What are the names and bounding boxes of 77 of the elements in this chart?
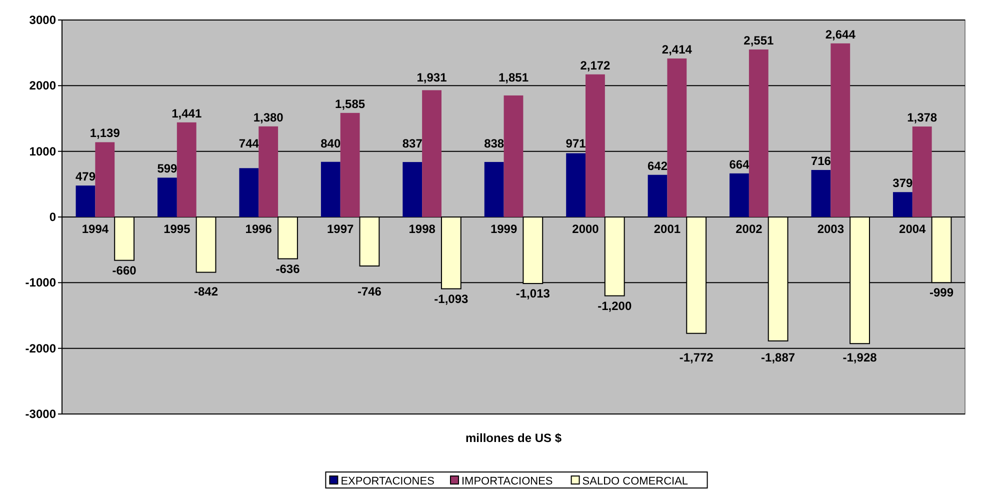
bar xyxy=(484,162,504,217)
data-label: 2,644 xyxy=(825,27,856,42)
bar xyxy=(912,126,932,217)
x-tick-label: 2004 xyxy=(899,222,926,236)
bar xyxy=(402,162,422,217)
y-tick-label: 2000 xyxy=(29,78,56,93)
bar xyxy=(340,112,360,217)
y-tick-label: 1000 xyxy=(29,144,56,158)
x-tick-label: 2001 xyxy=(654,222,681,236)
data-label: 1,378 xyxy=(907,110,938,125)
data-label: 2,551 xyxy=(744,33,774,48)
x-tick-label: 1995 xyxy=(164,222,191,236)
x-tick-label: 2000 xyxy=(572,222,600,236)
data-label: 664 xyxy=(729,157,750,172)
data-label: 840 xyxy=(320,136,341,150)
data-label: 971 xyxy=(566,136,586,150)
data-label: -746 xyxy=(357,284,382,299)
data-label: 1,851 xyxy=(498,70,529,85)
x-tick-label: 1994 xyxy=(82,222,109,236)
data-label: -1,928 xyxy=(842,350,878,364)
bar xyxy=(158,178,177,217)
bar xyxy=(648,174,668,217)
bar xyxy=(422,90,442,217)
x-tick-label: 1996 xyxy=(245,222,272,236)
data-label: 716 xyxy=(810,154,832,168)
legend-label: EXPORTACIONES xyxy=(340,476,434,488)
data-label: 744 xyxy=(238,136,260,150)
data-label: 642 xyxy=(648,158,668,173)
data-label: 1,585 xyxy=(335,96,366,111)
bar xyxy=(586,74,605,217)
bar xyxy=(830,43,850,217)
data-label: -1,093 xyxy=(434,292,469,306)
bar xyxy=(892,192,912,217)
data-label: 837 xyxy=(402,136,423,150)
bar xyxy=(258,126,278,217)
legend-label: SALDO COMERCIAL xyxy=(582,476,688,488)
bar xyxy=(320,162,340,217)
bar xyxy=(239,168,259,217)
legend-label: IMPORTACIONES xyxy=(462,476,553,488)
data-label: -1,200 xyxy=(598,298,632,313)
data-label: 1,139 xyxy=(90,126,120,140)
data-label: 2,172 xyxy=(580,58,611,72)
data-label: 1,931 xyxy=(416,70,448,85)
bar xyxy=(730,173,749,217)
data-label: -636 xyxy=(276,262,300,276)
data-label: 1,441 xyxy=(172,106,202,120)
y-tick-label: 3000 xyxy=(29,13,56,27)
data-label: 599 xyxy=(157,162,178,176)
data-label: -842 xyxy=(194,284,218,299)
x-axis-title: millones de US $ xyxy=(465,431,562,445)
data-label: -1,013 xyxy=(516,286,550,301)
data-label: 479 xyxy=(75,170,96,184)
x-tick-label: 1998 xyxy=(408,222,436,236)
data-label: -1,887 xyxy=(761,350,796,364)
data-label: -999 xyxy=(929,286,954,300)
bar xyxy=(504,95,524,217)
y-tick-label: -1000 xyxy=(25,276,56,290)
x-tick-label: 1999 xyxy=(490,222,518,236)
x-tick-label: 2002 xyxy=(736,222,763,236)
data-label: 838 xyxy=(484,136,504,150)
data-label: -660 xyxy=(112,263,137,278)
x-tick-label: 1997 xyxy=(327,222,354,236)
bar xyxy=(95,142,115,217)
data-label: 2,414 xyxy=(662,42,692,56)
y-tick-label: -2000 xyxy=(25,341,56,356)
bar xyxy=(566,153,586,217)
data-label: 379 xyxy=(892,176,914,190)
x-tick-label: 2003 xyxy=(817,222,844,236)
bar xyxy=(76,186,96,217)
y-tick-label: -3000 xyxy=(25,407,56,421)
bar xyxy=(176,122,196,217)
bar xyxy=(667,58,687,217)
data-label: 1,380 xyxy=(253,110,284,124)
data-label: -1,772 xyxy=(679,350,714,364)
y-tick-label: 0 xyxy=(49,210,56,224)
bar xyxy=(811,170,831,217)
bar xyxy=(748,49,768,217)
